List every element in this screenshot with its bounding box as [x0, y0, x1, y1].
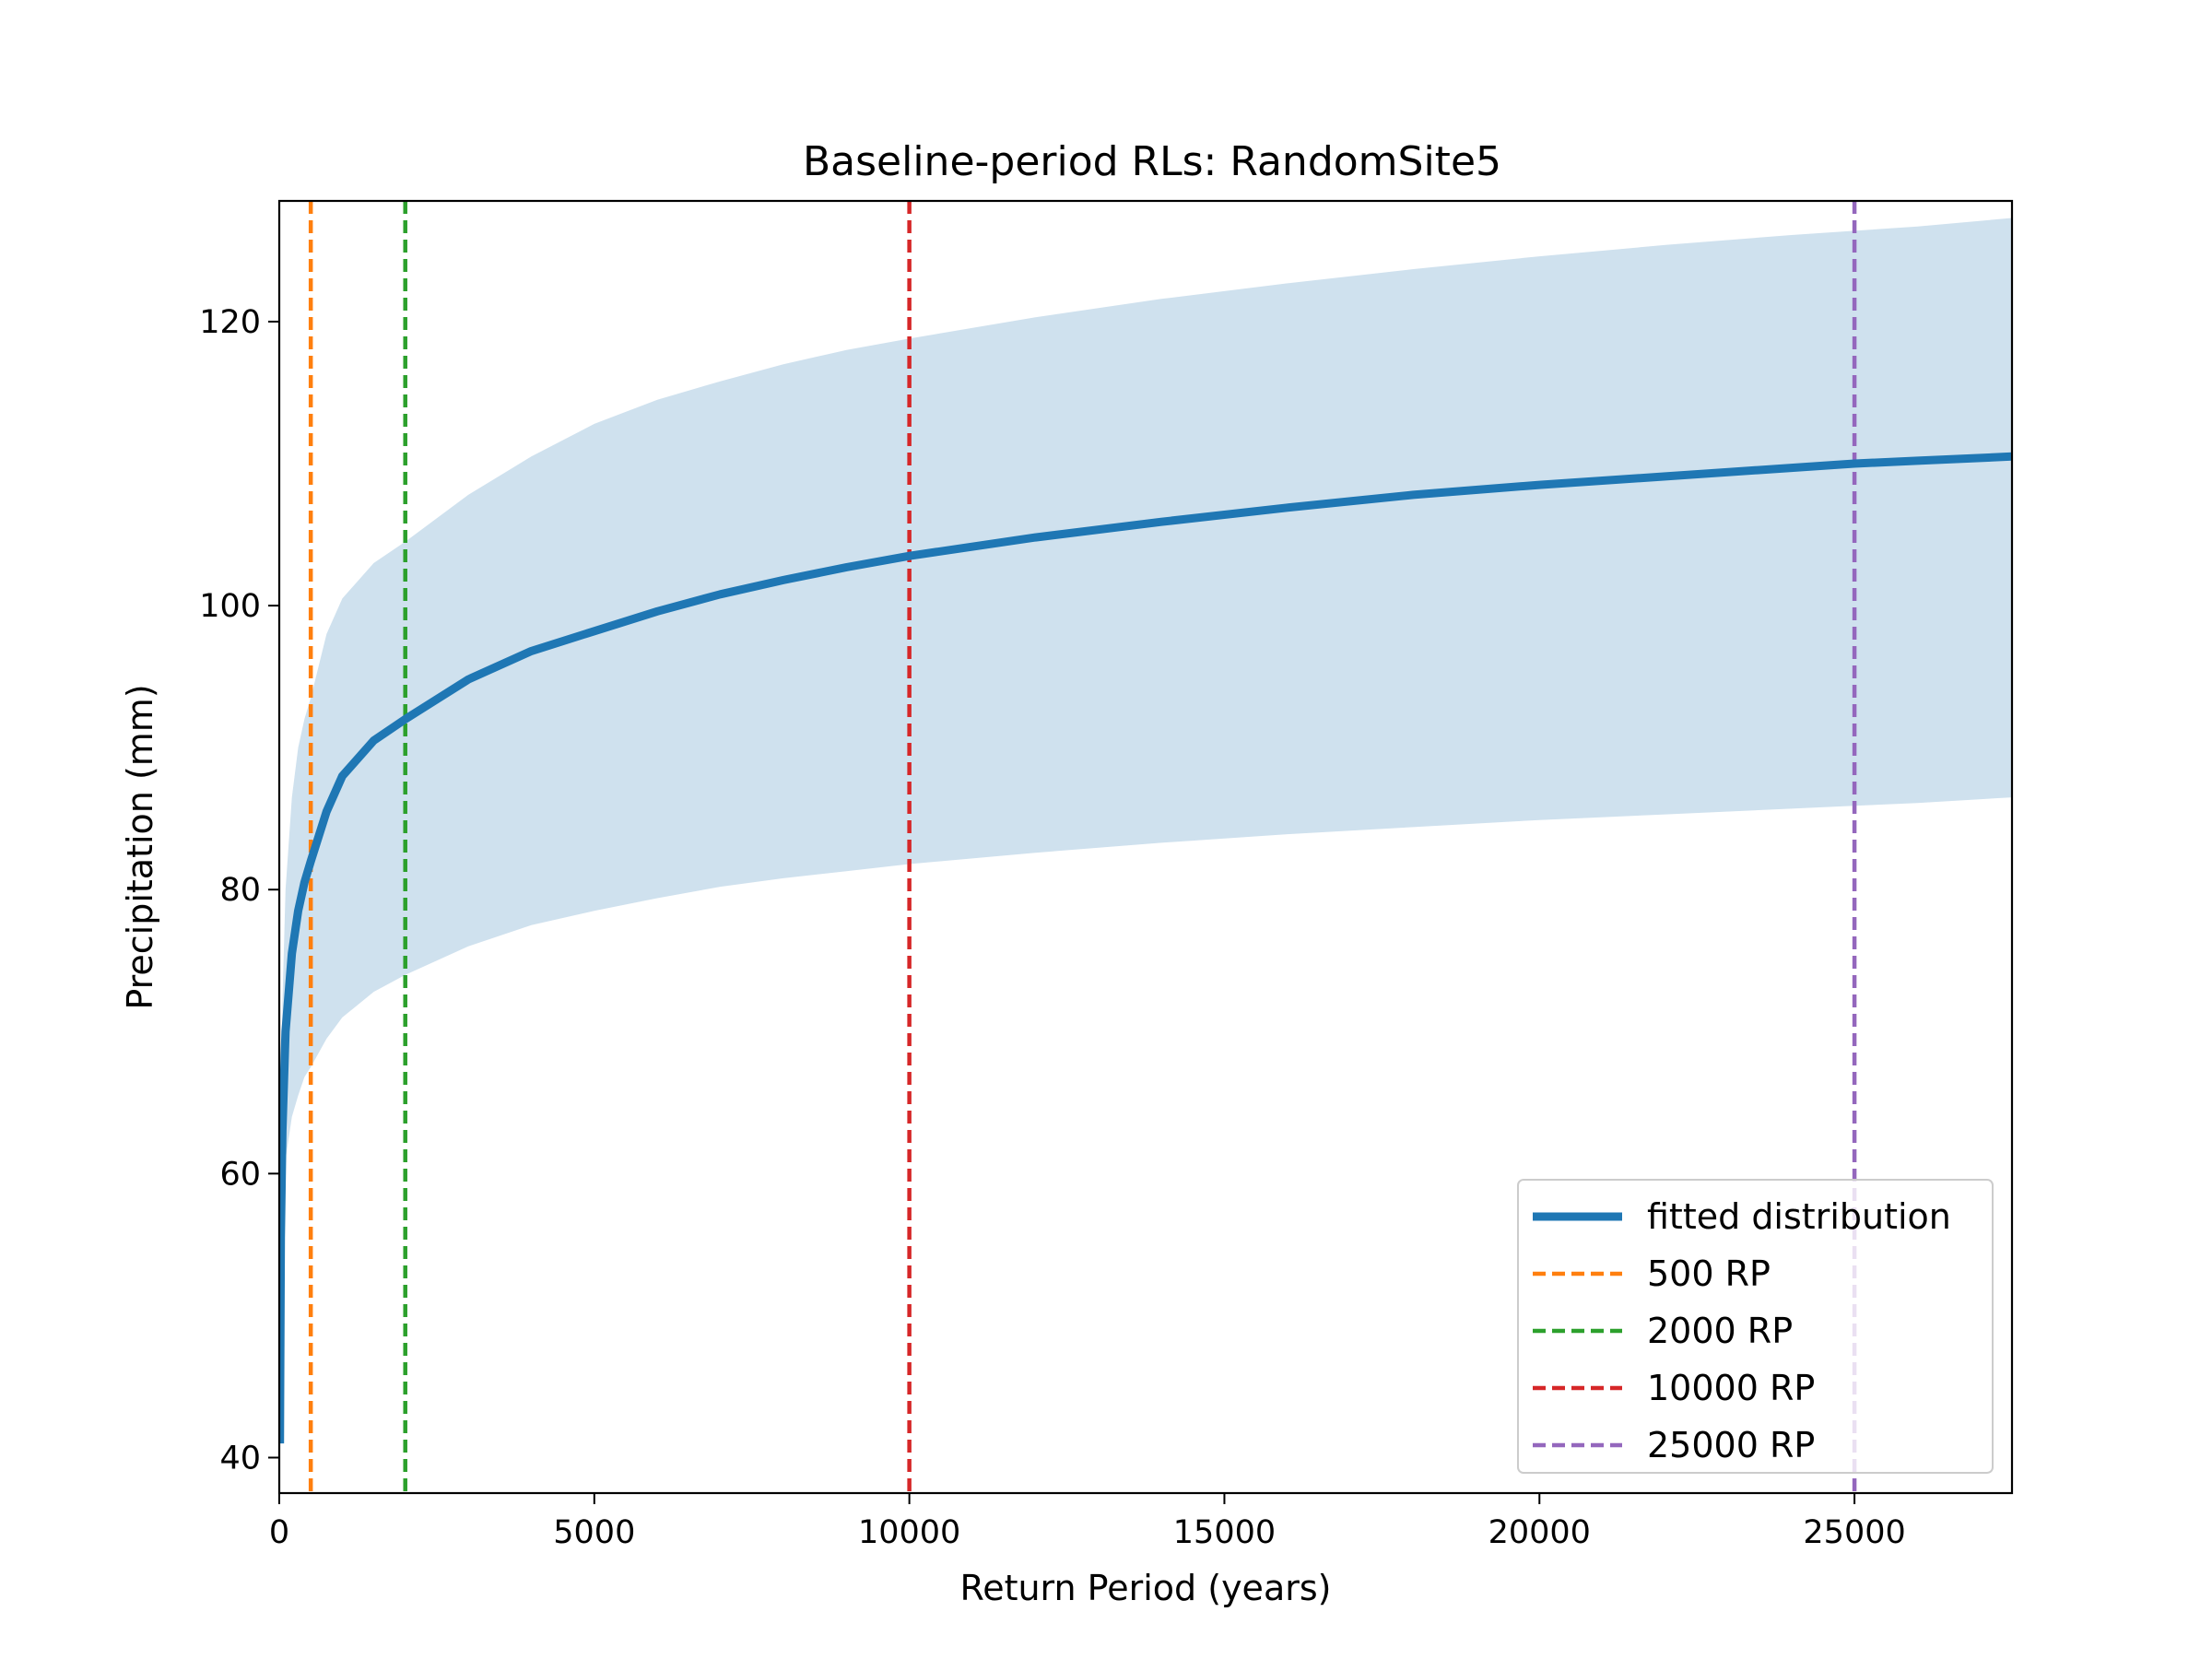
legend-label: 10000 RP	[1647, 1368, 1815, 1408]
axes-frame	[277, 199, 2014, 1495]
fitted-distribution-line	[279, 452, 2012, 1444]
x-tick-label: 10000	[858, 1514, 960, 1551]
y-tick-label: 80	[219, 872, 261, 909]
x-tick-label: 5000	[553, 1514, 635, 1551]
y-axis-label: Precipitation (mm)	[120, 684, 160, 1009]
x-tick-label: 0	[269, 1514, 289, 1551]
y-tick-label: 40	[219, 1440, 261, 1477]
legend-frame	[1517, 1179, 1994, 1474]
x-axis: 0 5000 10000 15000 20000 25000	[269, 1493, 1906, 1551]
legend: fitted distribution 500 RP 2000 RP 10000 RP…	[1517, 1179, 1994, 1474]
x-tick-label: 25000	[1803, 1514, 1905, 1551]
legend-label: 2000 RP	[1647, 1311, 1793, 1351]
plot-area	[279, 201, 2012, 1493]
y-tick-label: 60	[219, 1156, 261, 1193]
legend-label: fitted distribution	[1647, 1196, 1951, 1237]
y-axis: 40 60 80 100 120	[199, 304, 279, 1477]
legend-label: 500 RP	[1647, 1253, 1771, 1294]
legend-label: 25000 RP	[1647, 1425, 1815, 1465]
y-tick-label: 120	[199, 304, 261, 341]
x-tick-label: 20000	[1488, 1514, 1591, 1551]
x-axis-label: Return Period (years)	[960, 1568, 1332, 1608]
chart-title: Baseline-period RLs: RandomSite5	[803, 138, 1501, 185]
confidence-band	[279, 218, 2012, 1444]
y-tick-label: 100	[199, 588, 261, 625]
x-tick-label: 15000	[1173, 1514, 1276, 1551]
